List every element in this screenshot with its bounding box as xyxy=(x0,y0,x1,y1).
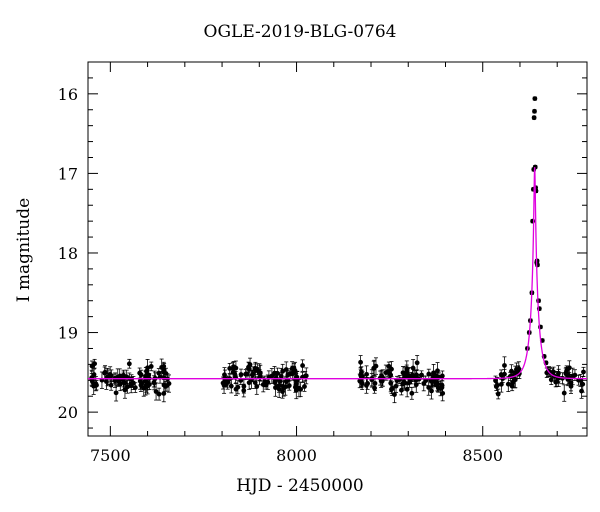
x-tick-label: 7500 xyxy=(90,446,131,465)
data-point xyxy=(509,381,515,392)
data-point xyxy=(252,361,258,379)
data-point xyxy=(532,108,537,114)
data-point xyxy=(426,379,432,396)
data-point xyxy=(554,376,560,387)
data-point xyxy=(126,358,132,369)
data-point xyxy=(532,96,538,102)
data-point xyxy=(359,377,365,391)
data-point xyxy=(115,375,121,387)
data-point xyxy=(161,361,167,371)
data-point xyxy=(166,374,172,393)
data-point xyxy=(581,366,586,378)
y-tick-label: 18 xyxy=(58,244,78,263)
data-point xyxy=(400,377,406,391)
data-point xyxy=(231,361,237,373)
data-point xyxy=(371,360,377,377)
data-point xyxy=(122,381,128,399)
data-point xyxy=(292,361,298,380)
data-point xyxy=(156,387,162,401)
x-tick-label: 8000 xyxy=(276,446,317,465)
data-point xyxy=(393,379,399,393)
data-point xyxy=(125,379,130,394)
data-point xyxy=(494,377,500,394)
data-point xyxy=(399,385,404,396)
data-point xyxy=(235,380,241,395)
data-point xyxy=(535,262,540,268)
data-point xyxy=(568,373,574,392)
data-point xyxy=(283,361,289,378)
axis-ticks xyxy=(88,61,587,436)
chart-title: OGLE-2019-BLG-0764 xyxy=(203,22,397,42)
plot-frame xyxy=(87,61,588,437)
data-point xyxy=(414,355,420,371)
data-point xyxy=(531,115,537,121)
x-axis-label: HJD - 2450000 xyxy=(236,476,364,496)
model-curve xyxy=(88,167,587,380)
data-point xyxy=(379,375,385,387)
data-point xyxy=(409,386,415,400)
y-tick-label: 20 xyxy=(58,403,78,422)
data-point xyxy=(365,377,370,390)
data-point xyxy=(103,373,109,390)
data-point xyxy=(247,357,253,372)
data-point xyxy=(132,382,138,393)
data-point xyxy=(302,371,308,382)
data-point xyxy=(156,368,162,379)
y-tick-label: 19 xyxy=(58,324,78,343)
data-point xyxy=(280,381,286,392)
data-point xyxy=(561,384,567,402)
data-point xyxy=(243,369,249,380)
data-point xyxy=(227,363,233,374)
data-point xyxy=(300,359,305,372)
tick-labels: 7500 8000 8500 16 17 18 19 20 xyxy=(58,85,503,465)
data-point xyxy=(302,381,307,392)
data-points xyxy=(89,96,586,404)
data-point xyxy=(364,365,369,384)
data-point xyxy=(566,360,572,376)
data-point xyxy=(580,375,586,393)
data-point xyxy=(410,359,416,378)
y-tick-label: 17 xyxy=(58,164,78,183)
data-point xyxy=(148,361,154,372)
data-point xyxy=(389,381,395,396)
data-point xyxy=(505,376,511,392)
data-point xyxy=(383,364,389,381)
data-point xyxy=(153,382,159,401)
x-tick-label: 8500 xyxy=(462,446,503,465)
data-point xyxy=(405,368,411,386)
y-tick-label: 16 xyxy=(58,85,78,104)
data-point xyxy=(162,381,168,392)
data-point xyxy=(260,376,266,393)
data-point xyxy=(298,381,304,398)
data-point xyxy=(144,376,149,393)
data-point xyxy=(113,384,119,402)
data-point xyxy=(389,361,394,378)
data-point xyxy=(89,360,95,372)
data-point xyxy=(228,379,234,394)
